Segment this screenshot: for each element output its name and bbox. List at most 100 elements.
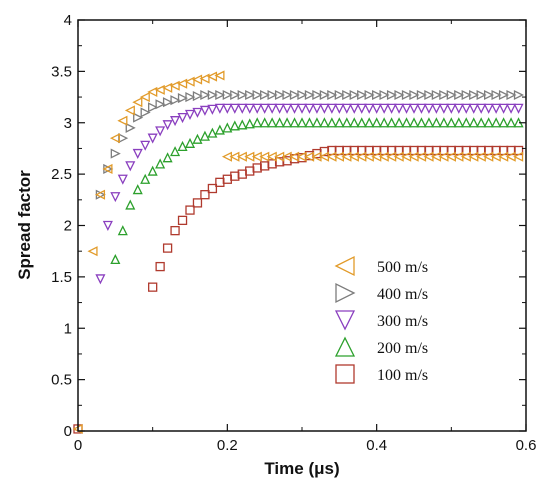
axis-ticks: 0 0.2 0.4 0.6 0 0.5 1 1.5 2 2.5 3 3.5 4 bbox=[51, 12, 536, 454]
data-point-300-m-s-22 bbox=[259, 103, 270, 114]
data-point-400-m-s-35 bbox=[357, 89, 368, 101]
data-point-200-m-s-5 bbox=[147, 165, 158, 176]
legend-label-500-m-s: 500 m/s bbox=[377, 259, 428, 276]
data-point-300-m-s-26 bbox=[289, 103, 300, 114]
data-point-500-m-s-13 bbox=[177, 78, 188, 89]
data-point-500-m-s-58 bbox=[513, 151, 524, 162]
data-point-100-m-s-5 bbox=[177, 215, 188, 226]
data-point-400-m-s-21 bbox=[252, 89, 263, 101]
data-point-100-m-s-8 bbox=[200, 190, 210, 200]
legend-label-200-m-s: 200 m/s bbox=[377, 340, 428, 357]
y-tick-label: 3.5 bbox=[51, 63, 72, 80]
data-point-100-m-s-11 bbox=[222, 174, 232, 184]
legend-label-100-m-s: 100 m/s bbox=[377, 367, 428, 384]
x-tick-label: 0.2 bbox=[217, 437, 238, 454]
data-point-500-m-s-14 bbox=[184, 76, 195, 87]
data-point-300-m-s-6 bbox=[140, 140, 151, 151]
data-point-200-m-s-52 bbox=[498, 117, 509, 128]
data-point-400-m-s-10 bbox=[170, 95, 181, 106]
data-point-200-m-s-50 bbox=[483, 117, 494, 128]
y-tick-label: 2 bbox=[64, 218, 72, 235]
data-point-400-m-s-39 bbox=[386, 89, 398, 101]
plot-area-frame bbox=[77, 19, 527, 432]
data-point-400-m-s-27 bbox=[297, 89, 308, 101]
y-tick-label: 0.5 bbox=[51, 372, 72, 389]
y-tick-label: 1 bbox=[64, 320, 72, 337]
data-point-300-m-s-46 bbox=[438, 103, 449, 114]
data-point-300-m-s-16 bbox=[214, 103, 225, 114]
legend-label-300-m-s: 300 m/s bbox=[377, 313, 428, 330]
data-point-300-m-s-39 bbox=[386, 103, 397, 114]
y-tick-label: 3 bbox=[64, 115, 72, 132]
data-point-300-m-s-42 bbox=[408, 103, 420, 114]
data-point-200-m-s-36 bbox=[379, 117, 390, 128]
data-point-300-m-s-36 bbox=[364, 103, 375, 114]
legend-marker-500-m-s bbox=[334, 255, 355, 277]
data-point-400-m-s-55 bbox=[506, 89, 517, 101]
data-point-300-m-s-38 bbox=[379, 103, 390, 114]
data-point-300-m-s-20 bbox=[244, 103, 255, 114]
data-point-300-m-s-53 bbox=[491, 103, 502, 114]
data-point-400-m-s-42 bbox=[409, 89, 420, 101]
data-point-300-m-s-45 bbox=[431, 103, 442, 114]
data-point-300-m-s-33 bbox=[341, 103, 352, 114]
data-point-200-m-s-24 bbox=[289, 117, 300, 128]
data-point-300-m-s-1 bbox=[102, 220, 113, 231]
data-point-100-m-s-15 bbox=[252, 163, 262, 173]
data-point-100-m-s-6 bbox=[185, 205, 195, 215]
data-point-100-m-s-12 bbox=[230, 171, 240, 181]
data-point-500-m-s-17 bbox=[206, 71, 218, 82]
y-axis-title: Spread factor bbox=[15, 170, 34, 280]
data-point-400-m-s-37 bbox=[372, 89, 383, 101]
data-point-100-m-s-3 bbox=[162, 243, 173, 253]
data-point-100-m-s-2 bbox=[155, 261, 165, 272]
data-point-400-m-s-6 bbox=[140, 107, 151, 118]
legend-marker-100-m-s bbox=[335, 364, 355, 384]
data-point-200-m-s-6 bbox=[155, 158, 166, 169]
data-point-300-m-s-54 bbox=[498, 103, 509, 114]
data-point-500-m-s-11 bbox=[162, 82, 173, 93]
data-point-400-m-s-5 bbox=[133, 112, 144, 123]
data-point-200-m-s-9 bbox=[177, 140, 188, 152]
data-point-300-m-s-8 bbox=[155, 126, 166, 137]
data-point-200-m-s-15 bbox=[222, 122, 233, 133]
data-point-200-m-s-25 bbox=[296, 117, 308, 128]
data-point-400-m-s-14 bbox=[200, 89, 211, 101]
data-point-200-m-s-11 bbox=[192, 133, 203, 144]
data-point-200-m-s-21 bbox=[267, 117, 278, 128]
data-point-200-m-s-39 bbox=[401, 117, 412, 128]
data-point-200-m-s-32 bbox=[349, 117, 360, 128]
data-point-100-m-s-7 bbox=[192, 198, 203, 208]
data-point-500-m-s-5 bbox=[117, 115, 128, 126]
data-point-200-m-s-53 bbox=[506, 117, 517, 128]
data-point-300-m-s-43 bbox=[416, 103, 427, 114]
data-point-200-m-s-18 bbox=[244, 118, 255, 129]
data-point-400-m-s-54 bbox=[498, 89, 510, 101]
data-point-500-m-s-3 bbox=[102, 163, 113, 175]
data-point-200-m-s-10 bbox=[184, 137, 196, 148]
data-point-300-m-s-18 bbox=[229, 103, 240, 114]
legend-marker-400-m-s bbox=[335, 282, 356, 304]
data-point-200-m-s-7 bbox=[162, 152, 173, 163]
data-point-400-m-s-18 bbox=[230, 89, 241, 101]
data-point-300-m-s-52 bbox=[483, 103, 494, 114]
data-point-400-m-s-25 bbox=[282, 89, 293, 101]
data-point-300-m-s-14 bbox=[199, 105, 210, 116]
data-point-200-m-s-23 bbox=[282, 117, 293, 128]
data-point-400-m-s-47 bbox=[446, 89, 457, 101]
data-point-300-m-s-11 bbox=[177, 112, 188, 124]
data-point-200-m-s-44 bbox=[438, 117, 449, 128]
data-point-200-m-s-20 bbox=[259, 117, 270, 128]
data-point-200-m-s-33 bbox=[356, 117, 367, 128]
data-point-400-m-s-28 bbox=[304, 89, 315, 101]
data-point-200-m-s-31 bbox=[341, 117, 352, 128]
data-point-200-m-s-0 bbox=[110, 253, 121, 265]
data-point-300-m-s-44 bbox=[423, 103, 434, 114]
data-point-400-m-s-15 bbox=[207, 89, 218, 101]
data-point-300-m-s-49 bbox=[461, 103, 472, 114]
legend: 500 m/s 400 m/s 300 m/s 200 m/s 100 m/s bbox=[334, 255, 428, 384]
legend-marker-300-m-s bbox=[334, 310, 356, 331]
data-point-500-m-s-6 bbox=[124, 105, 135, 116]
data-point-200-m-s-40 bbox=[408, 117, 420, 128]
data-point-300-m-s-9 bbox=[162, 120, 173, 131]
